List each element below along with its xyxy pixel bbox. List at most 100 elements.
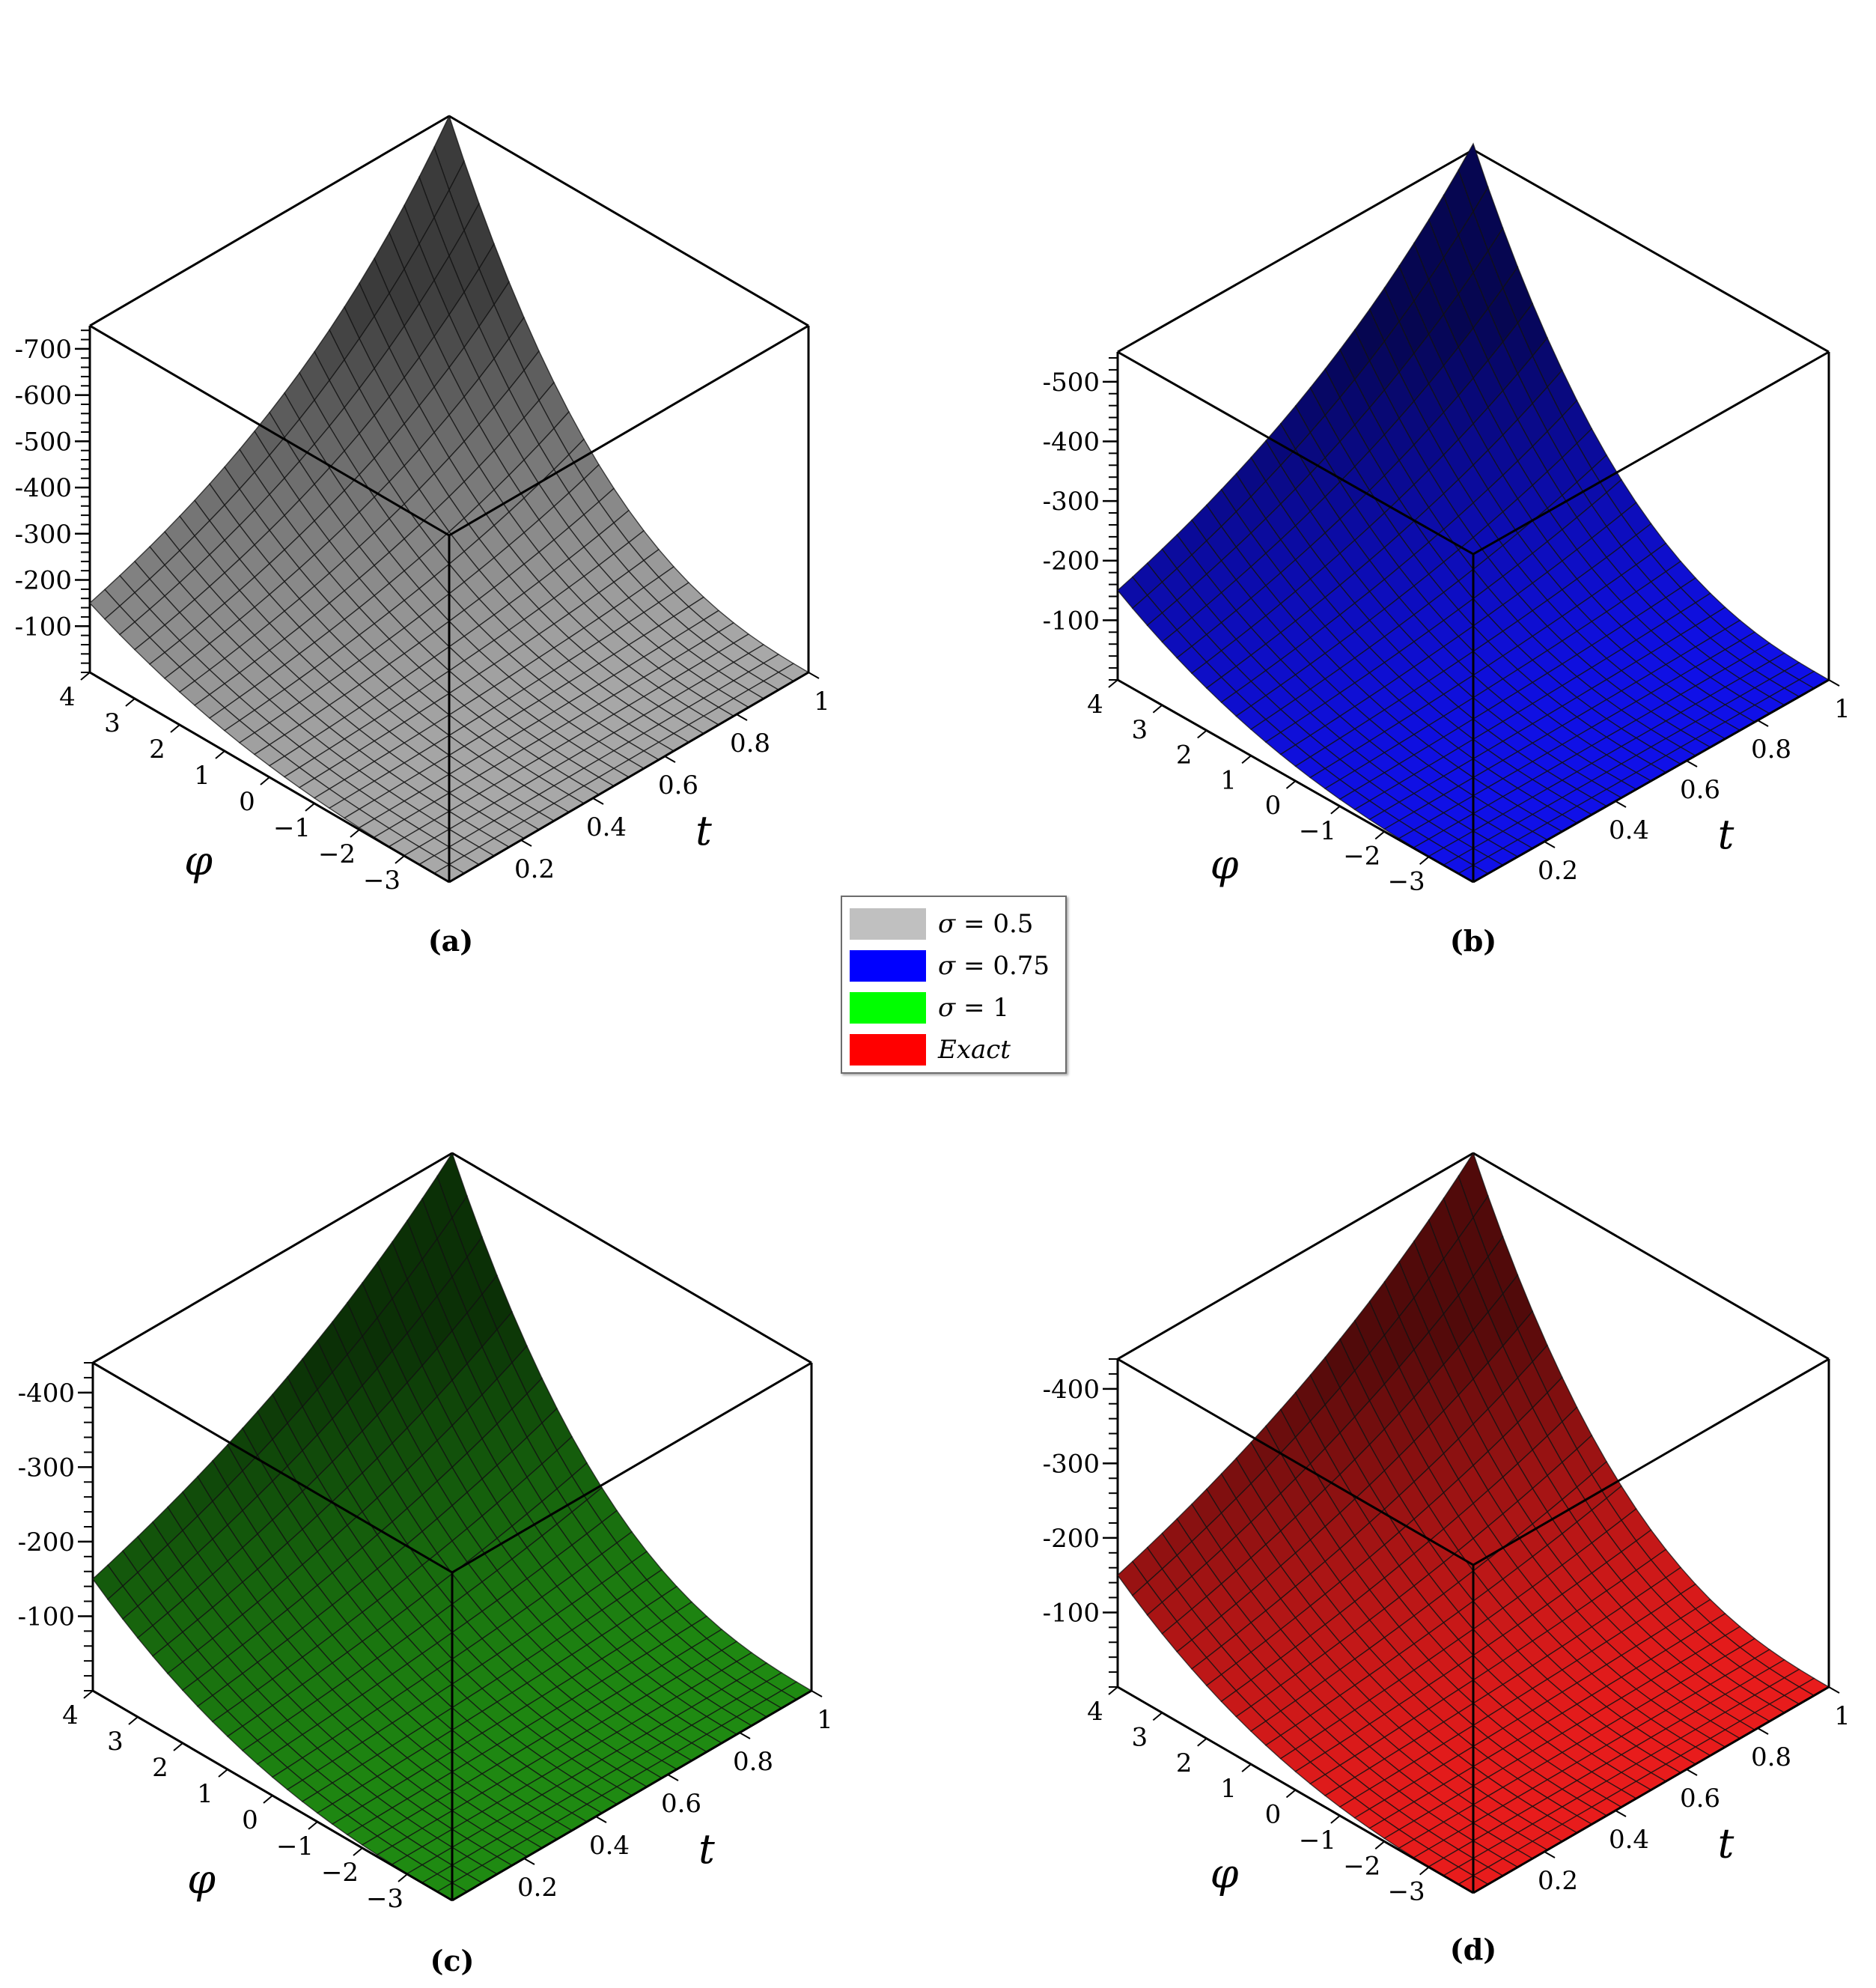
phi-tick	[125, 698, 135, 707]
phi-tick	[215, 750, 225, 759]
phi-tick-label: −1	[1299, 816, 1336, 846]
plot-panel-0: -100-200-300-400-500-600-70043210−1−2−3φ…	[15, 115, 830, 958]
box-edge-front	[1473, 1358, 1830, 1566]
t-tick	[523, 1858, 535, 1865]
t-tick	[1615, 800, 1627, 808]
legend-label: Exact	[938, 1035, 1011, 1065]
phi-tick	[1419, 856, 1430, 866]
phi-tick	[173, 1742, 183, 1751]
phi-tick-label: 0	[242, 1805, 258, 1835]
box-edge-front	[1473, 350, 1830, 556]
z-tick-label: -200	[1043, 1524, 1100, 1554]
z-tick-label: -200	[1043, 547, 1100, 577]
phi-tick-label: 4	[1087, 1697, 1103, 1727]
phi-tick-label: 1	[1220, 1774, 1237, 1804]
t-tick-label: 1	[1834, 1701, 1851, 1731]
box-edge-back	[1473, 1152, 1830, 1361]
t-axis-label: t	[695, 807, 712, 854]
phi-tick	[353, 1847, 363, 1856]
phi-tick	[1152, 1712, 1163, 1721]
phi-tick-label: 2	[1176, 741, 1193, 770]
phi-tick	[1285, 780, 1297, 789]
t-tick-label: 0.2	[517, 1873, 558, 1903]
t-tick-label: 0.8	[1751, 735, 1791, 765]
z-tick-label: -100	[1043, 606, 1100, 636]
t-tick	[520, 839, 532, 847]
t-tick-label: 1	[817, 1705, 833, 1735]
phi-tick-label: −3	[1388, 1877, 1425, 1907]
phi-tick	[1108, 679, 1118, 688]
t-tick	[664, 756, 676, 763]
phi-tick	[1197, 1737, 1207, 1747]
phi-axis-label: φ	[184, 837, 213, 884]
t-tick	[808, 672, 820, 679]
legend-label: σ = 1	[938, 993, 1009, 1023]
phi-tick	[218, 1769, 228, 1778]
phi-tick	[350, 829, 360, 838]
phi-tick	[260, 776, 270, 785]
phi-tick-label: −2	[1343, 842, 1380, 872]
t-tick	[595, 1816, 607, 1823]
phi-tick-label: 1	[194, 761, 210, 791]
t-tick	[667, 1774, 679, 1781]
box-edge-back	[89, 115, 450, 327]
legend-item-exact: Exact	[850, 1029, 1058, 1071]
legend-swatch	[850, 950, 926, 982]
t-tick-label: 0.8	[730, 729, 770, 759]
box-edge-back	[451, 1152, 812, 1364]
t-axis-label: t	[698, 1826, 715, 1873]
phi-tick-label: 2	[152, 1753, 168, 1783]
panel-label: (c)	[430, 1944, 474, 1978]
t-tick-label: 0.8	[733, 1747, 773, 1777]
phi-axis-label: φ	[1210, 841, 1239, 888]
phi-tick	[83, 1690, 94, 1699]
phi-tick	[1241, 1763, 1252, 1772]
phi-tick-label: 0	[1265, 1800, 1282, 1830]
z-tick-label: -100	[18, 1602, 75, 1632]
phi-tick-label: 1	[197, 1779, 213, 1809]
z-tick-label: -200	[18, 1528, 75, 1557]
t-tick-label: 0.2	[1538, 1866, 1578, 1896]
box-edge-front	[1117, 1358, 1474, 1566]
t-tick	[1828, 1686, 1840, 1694]
z-tick-label: -300	[1043, 1449, 1100, 1479]
phi-tick	[1197, 729, 1207, 739]
t-tick-label: 0.2	[1538, 856, 1578, 886]
t-tick-label: 1	[1834, 694, 1851, 724]
box-edge-front	[1117, 350, 1474, 556]
phi-tick-label: 3	[107, 1727, 124, 1757]
t-axis-label: t	[1718, 811, 1735, 858]
phi-tick	[1374, 1840, 1385, 1850]
t-tick	[1686, 760, 1698, 767]
z-tick-label: -200	[15, 566, 72, 596]
legend-label: σ = 0.75	[938, 951, 1050, 981]
phi-tick-label: 4	[59, 682, 76, 712]
box-edge-back	[1117, 148, 1474, 353]
phi-tick-label: 4	[62, 1700, 79, 1730]
box-edge-front	[92, 1361, 453, 1574]
phi-tick-label: 1	[1220, 765, 1237, 795]
legend-item-sigma-1: σ = 1	[850, 987, 1058, 1029]
t-tick	[811, 1690, 823, 1697]
t-tick	[1686, 1769, 1698, 1776]
z-tick-label: -300	[15, 520, 72, 550]
phi-tick	[1108, 1686, 1118, 1695]
z-tick-label: -300	[1043, 487, 1100, 517]
z-tick-label: -600	[15, 381, 72, 411]
t-tick	[1828, 679, 1840, 687]
box-edge-back	[1117, 1152, 1474, 1361]
legend-item-sigma-0.5: σ = 0.5	[850, 903, 1058, 945]
phi-tick-label: 0	[239, 787, 255, 817]
t-tick	[736, 714, 748, 721]
phi-tick	[305, 803, 315, 812]
t-tick	[1615, 1810, 1627, 1817]
phi-tick	[1374, 830, 1385, 840]
box-edge-front	[451, 1361, 812, 1574]
t-tick-label: 0.6	[661, 1789, 701, 1819]
phi-tick-label: −2	[1343, 1851, 1380, 1881]
box-edge-front	[448, 324, 809, 537]
z-tick-label: -100	[15, 612, 72, 642]
phi-tick-label: −1	[276, 1832, 314, 1861]
